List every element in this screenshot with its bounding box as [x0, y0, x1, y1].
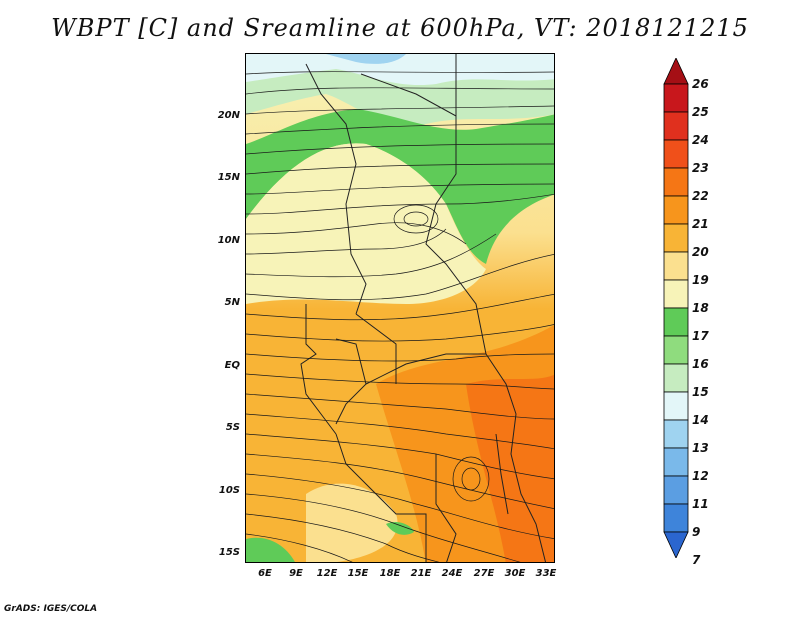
colorbar-segment: [663, 447, 689, 477]
lat-label-15n: 15N: [217, 172, 240, 183]
colorbar-label: 18: [692, 301, 709, 315]
lon-label-33e: 33E: [535, 568, 557, 579]
lon-label-15e: 15E: [347, 568, 369, 579]
lon-label-9e: 9E: [289, 568, 303, 579]
colorbar-segment: [663, 195, 689, 225]
field-zone-17-patch: [386, 521, 414, 535]
colorbar-label: 9: [692, 525, 701, 539]
credit-text: GrADS: IGES/COLA: [4, 604, 98, 614]
lon-label-27e: 27E: [473, 568, 495, 579]
colorbar-segment: [663, 503, 689, 533]
colorbar-label: 17: [692, 329, 709, 343]
field-zone-14: [326, 54, 406, 64]
lon-label-21e: 21E: [410, 568, 432, 579]
lon-label-12e: 12E: [316, 568, 338, 579]
map-panel: [245, 53, 555, 563]
colorbar-segment: [663, 167, 689, 197]
streamlines: [246, 71, 554, 562]
colorbar-segment: [663, 335, 689, 365]
colorbar-label: 14: [692, 413, 709, 427]
colorbar-label: 7: [692, 553, 701, 567]
field-zone-19: [306, 483, 398, 562]
lat-label-20n: 20N: [217, 110, 240, 121]
colorbar-label: 20: [692, 245, 709, 259]
colorbar-segment: [663, 83, 689, 113]
wbpt-map: [246, 54, 554, 562]
colorbar-label: 26: [692, 77, 709, 91]
colorbar-label: 24: [692, 133, 709, 147]
lon-label-24e: 24E: [441, 568, 463, 579]
lon-label-30e: 30E: [504, 568, 526, 579]
colorbar-label: 22: [692, 189, 709, 203]
colorbar-label: 13: [692, 441, 709, 455]
colorbar-segment: [663, 251, 689, 281]
colorbar-label: 21: [692, 217, 709, 231]
colorbar-segment: [663, 391, 689, 421]
field-zone-17: [246, 109, 554, 264]
country-borders: [300, 54, 547, 562]
colorbar-label: 19: [692, 273, 709, 287]
colorbar-segment: [663, 223, 689, 253]
colorbar-segment: [663, 475, 689, 505]
lon-label-6e: 6E: [258, 568, 272, 579]
lon-label-18e: 18E: [379, 568, 401, 579]
colorbar-tip-bottom: [663, 531, 689, 558]
colorbar-segment: [663, 279, 689, 309]
field-zone-18: [246, 143, 486, 304]
colorbar-segment: [663, 307, 689, 337]
colorbar-segment: [663, 139, 689, 169]
colorbar-label: 23: [692, 161, 709, 175]
field-zone-17-south: [246, 537, 295, 562]
colorbar-segment: [663, 419, 689, 449]
colorbar-segment: [663, 111, 689, 141]
colorbar-tip-top: [663, 58, 689, 85]
lat-label-5s: 5S: [225, 422, 240, 433]
lat-label-5n: 5N: [224, 297, 240, 308]
colorbar-label: 11: [692, 497, 709, 511]
lat-label-eq: EQ: [224, 360, 240, 371]
colorbar: [663, 58, 689, 558]
lat-label-10n: 10N: [217, 235, 240, 246]
lat-label-15s: 15S: [218, 547, 240, 558]
field-zone-15: [246, 54, 554, 85]
lat-label-10s: 10S: [218, 485, 240, 496]
colorbar-label: 15: [692, 385, 709, 399]
colorbar-segment: [663, 363, 689, 393]
chart-title: WBPT [C] and Sreamline at 600hPa, VT: 20…: [51, 14, 749, 42]
colorbar-label: 16: [692, 357, 709, 371]
colorbar-label: 12: [692, 469, 709, 483]
colorbar-label: 25: [692, 105, 709, 119]
